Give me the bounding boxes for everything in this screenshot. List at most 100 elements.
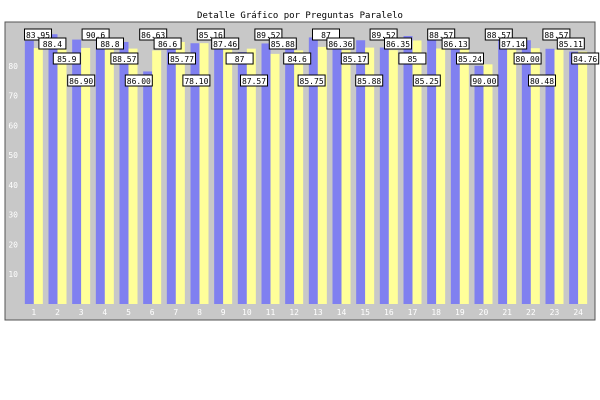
data-label: 87 (225, 52, 254, 65)
data-label: 90.00 (470, 74, 499, 87)
data-label: 87.14 (499, 37, 528, 50)
data-label-text: 80.48 (530, 77, 554, 86)
bar (175, 41, 185, 304)
data-label-box (542, 28, 571, 41)
data-label-text: 86.00 (127, 77, 151, 86)
bar (356, 40, 366, 305)
x-tick-label: 23 (550, 308, 560, 317)
data-label-text: 85.16 (199, 31, 223, 40)
bar (341, 50, 351, 305)
bar (285, 46, 295, 304)
bar (317, 46, 327, 304)
x-tick-label: 3 (79, 308, 84, 317)
data-label-text: 83.95 (26, 31, 50, 40)
data-label-text: 87.57 (242, 77, 266, 86)
y-tick-label: 70 (8, 92, 18, 101)
bar (379, 47, 389, 305)
data-label: 87 (312, 28, 340, 41)
data-label-text: 87.46 (213, 40, 237, 49)
data-label-text: 88.57 (429, 31, 453, 40)
y-tick-label: 80 (8, 62, 18, 71)
bar (261, 43, 271, 304)
data-label-text: 86.63 (141, 31, 165, 40)
data-label-text: 84.6 (288, 55, 307, 64)
bar (95, 40, 105, 305)
bar (403, 36, 413, 304)
x-tick-label: 22 (526, 308, 536, 317)
data-label-box (283, 52, 312, 65)
data-label: 86.00 (124, 74, 153, 87)
data-label: 85.77 (168, 52, 196, 65)
data-label: 84.76 (571, 52, 600, 65)
data-label-text: 87.14 (501, 40, 525, 49)
x-tick-label: 6 (150, 308, 155, 317)
data-label-box (312, 28, 340, 41)
data-label-text: 88.4 (43, 40, 62, 49)
bar (237, 52, 247, 304)
data-label: 85.17 (340, 52, 369, 65)
data-label-box (110, 52, 139, 65)
data-label-text: 86.13 (444, 40, 468, 49)
bar (578, 51, 588, 305)
data-label: 88.57 (110, 52, 139, 65)
data-label: 83.95 (24, 28, 52, 41)
data-label-text: 85 (408, 55, 418, 64)
data-label-box (196, 28, 225, 41)
data-label-box (240, 74, 268, 87)
data-label-box (52, 52, 81, 65)
bar (388, 50, 398, 304)
data-label-text: 84.76 (573, 55, 597, 64)
data-label-text: 86.35 (386, 40, 410, 49)
y-tick-label: 10 (8, 270, 18, 279)
data-label-text: 89.52 (256, 31, 280, 40)
bar (143, 71, 153, 305)
bar (104, 46, 114, 305)
data-label-box (369, 28, 398, 41)
data-label: 87.46 (211, 37, 240, 50)
data-label: 86.63 (139, 28, 168, 41)
data-label-box (427, 28, 456, 41)
data-label-text: 89.52 (372, 31, 396, 40)
y-tick-label: 20 (8, 240, 18, 249)
data-label-box (124, 74, 153, 87)
data-label-box (513, 52, 542, 65)
data-label-box (528, 74, 556, 87)
data-label-text: 90.00 (472, 77, 496, 86)
data-label: 86.36 (326, 37, 355, 50)
bar (81, 47, 91, 305)
data-label-text: 88.8 (100, 40, 119, 49)
bar (214, 37, 224, 305)
data-label-box (38, 37, 67, 50)
x-tick-label: 1 (31, 308, 36, 317)
x-tick-label: 18 (431, 308, 441, 317)
data-label-text: 86.36 (328, 40, 352, 49)
bar (33, 48, 43, 305)
y-tick-label: 50 (8, 151, 18, 160)
data-label-box (470, 74, 499, 87)
data-label-text: 85.88 (271, 40, 295, 49)
data-label-text: 90.6 (86, 31, 105, 40)
data-label-box (441, 37, 470, 50)
bar (436, 48, 446, 304)
data-label-text: 87 (321, 31, 331, 40)
bar (507, 49, 517, 305)
data-label-text: 85.88 (357, 77, 381, 86)
data-label-text: 85.17 (343, 55, 367, 64)
chart-title: Detalle Gráfico por Preguntas Paralelo (197, 11, 403, 21)
data-label-box (556, 37, 585, 50)
data-label: 80.00 (513, 52, 542, 65)
data-label-box (268, 37, 297, 50)
data-label: 85.11 (556, 37, 585, 50)
bar (152, 50, 162, 304)
bar (459, 48, 469, 304)
data-label: 85 (398, 52, 427, 65)
data-label-text: 78.10 (184, 77, 208, 86)
x-tick-label: 10 (242, 308, 252, 317)
data-label-text: 85.11 (559, 40, 583, 49)
x-tick-label: 19 (455, 308, 465, 317)
data-label: 85.75 (297, 74, 326, 87)
bars (24, 34, 588, 305)
data-label: 78.10 (182, 74, 211, 87)
